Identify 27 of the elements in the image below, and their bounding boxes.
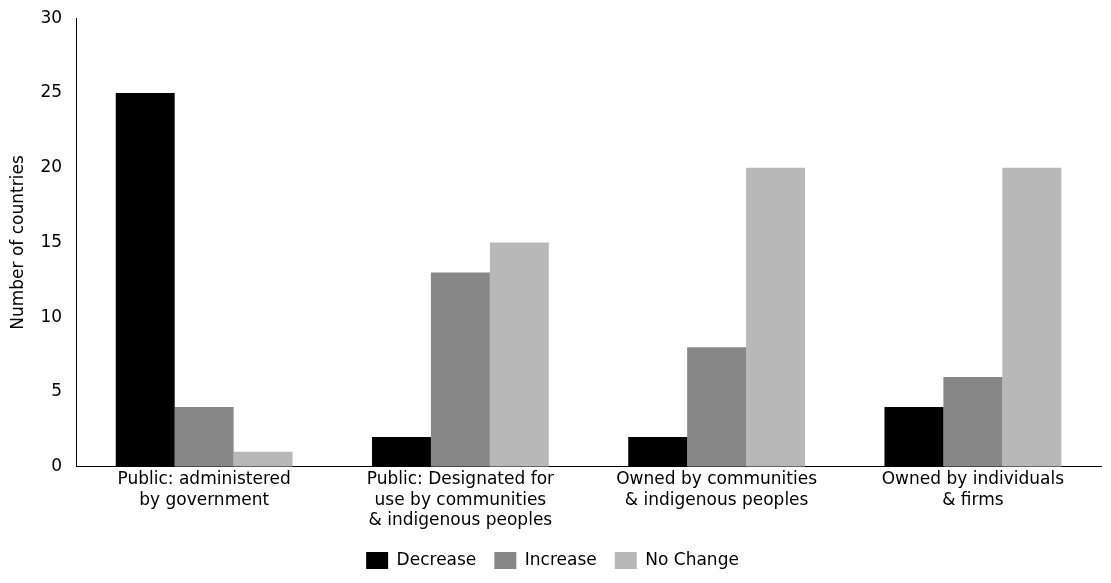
bar: [746, 167, 806, 467]
bar: [628, 436, 688, 467]
y-tick-label: 5: [51, 380, 63, 401]
bar: [943, 377, 1003, 467]
bar: [115, 92, 175, 467]
y-axis-title: Number of countries: [6, 155, 27, 330]
x-tick-label: Owned by individuals & firms: [881, 468, 1065, 509]
bar: [489, 242, 549, 467]
y-tick-label: 15: [40, 230, 63, 251]
y-tick-label: 20: [40, 156, 63, 177]
legend-label: No Change: [645, 548, 739, 569]
x-tick-label: Owned by communities & indigenous peoples: [616, 468, 818, 509]
y-tick-label: 0: [51, 455, 63, 476]
bar: [371, 436, 431, 467]
bar: [884, 406, 944, 467]
bar: [174, 406, 234, 467]
y-tick-label: 30: [40, 6, 63, 27]
x-tick-label: Public: Designated for use by communities & indigenous peoples: [366, 468, 555, 530]
bar: [233, 451, 293, 467]
legend-label: Increase: [524, 548, 597, 569]
bar: [687, 347, 747, 467]
bar: [1002, 167, 1062, 467]
legend-label: Decrease: [396, 548, 477, 569]
y-tick-label: 25: [40, 81, 63, 102]
y-tick-label: 10: [40, 305, 63, 326]
x-tick-label: Public: administered by government: [117, 468, 291, 509]
bar: [430, 272, 490, 467]
